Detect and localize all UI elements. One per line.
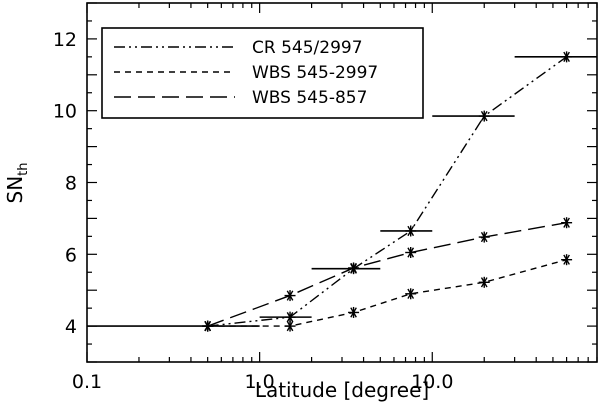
y-tick-label: 8	[65, 173, 77, 195]
legend-item: WBS 545-857	[114, 88, 367, 108]
data-point	[348, 306, 360, 318]
data-point	[202, 320, 214, 332]
series-layer	[87, 51, 597, 332]
legend-label: WBS 545-2997	[252, 63, 378, 83]
data-point	[561, 51, 573, 63]
data-point	[561, 254, 573, 266]
data-point	[478, 276, 490, 288]
series-line	[207, 222, 567, 327]
data-point	[561, 217, 573, 229]
y-tick-label: 12	[53, 29, 77, 51]
y-axis-title: SNth	[3, 163, 31, 204]
x-tick-label: 1.0	[245, 371, 275, 393]
legend-label: CR 545/2997	[252, 38, 363, 58]
legend-item: CR 545/2997	[114, 38, 363, 58]
series-wbs-545-2997	[202, 254, 573, 332]
data-point	[284, 320, 296, 332]
legend: CR 545/2997 WBS 545-2997 WBS 545-857	[101, 27, 424, 119]
legend-label: WBS 545-857	[252, 88, 367, 108]
series-line	[207, 56, 568, 327]
data-point	[405, 225, 417, 237]
y-tick-label: 4	[65, 316, 77, 338]
legend-item: WBS 545-2997	[114, 63, 378, 83]
series-cr-545-2997	[87, 51, 597, 332]
data-point	[478, 110, 490, 122]
legend-box	[101, 27, 424, 119]
ticks-layer: 0.1 1.0 10.0 4 6 8 10 12	[53, 2, 598, 393]
series-wbs-545-857	[202, 217, 573, 332]
y-axis-title-subscript: th	[16, 163, 31, 176]
data-point	[405, 247, 417, 259]
x-tick-label: 0.1	[72, 371, 102, 393]
y-axis-title-main: SN	[3, 176, 27, 204]
x-tick-label: 10.0	[411, 371, 453, 393]
data-point	[348, 262, 360, 274]
data-point	[478, 231, 490, 243]
x-axis-title: Latitude [degree]	[255, 378, 429, 402]
data-point	[284, 290, 296, 302]
y-tick-label: 10	[53, 101, 77, 123]
data-point	[405, 288, 417, 300]
y-tick-label: 6	[65, 244, 77, 266]
series-line	[207, 259, 567, 327]
